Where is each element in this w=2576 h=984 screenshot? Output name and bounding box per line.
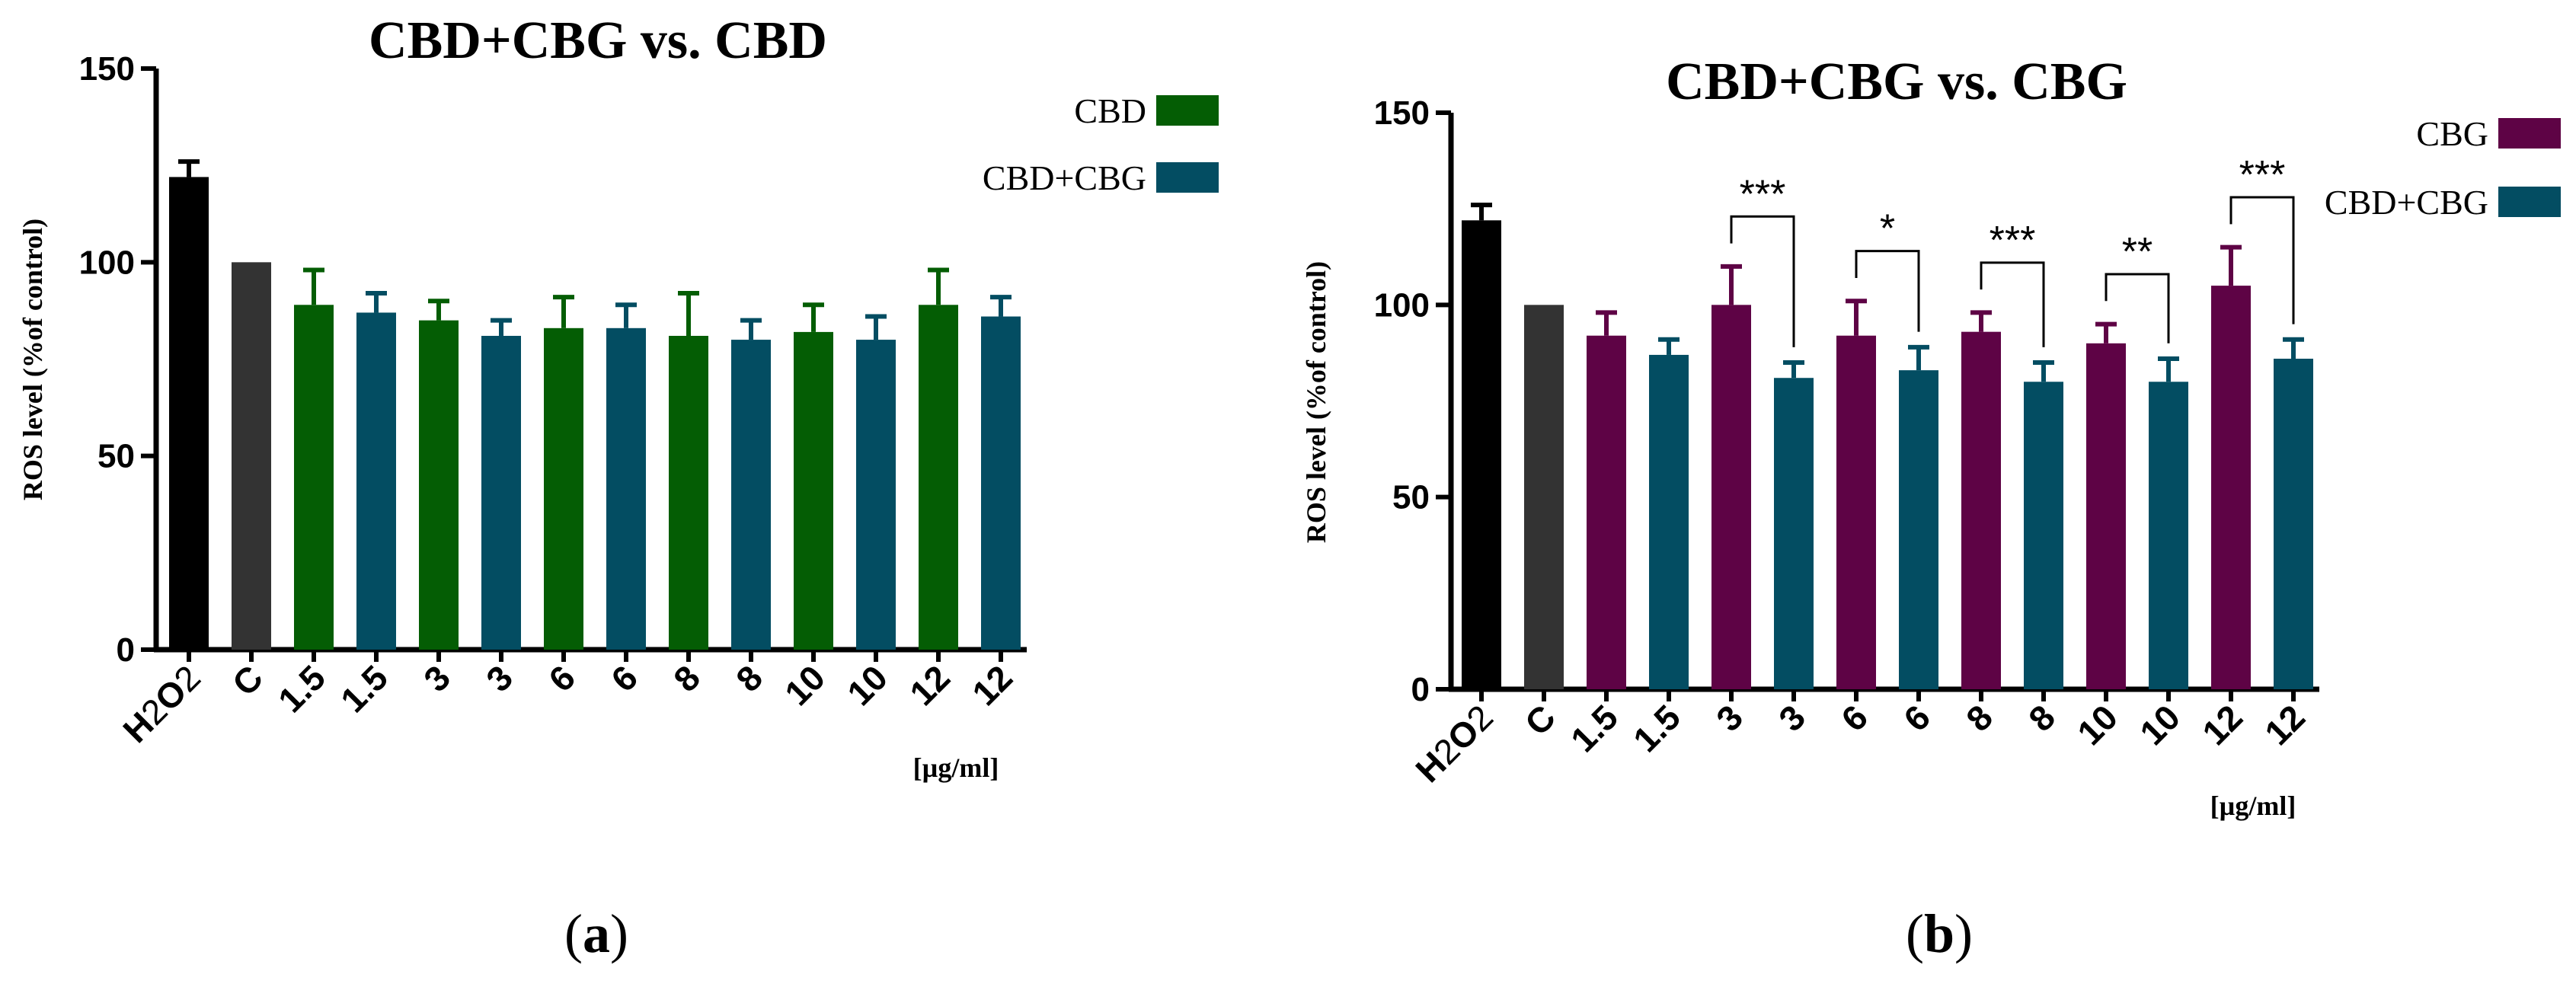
bar-combo (2024, 382, 2063, 689)
bar-combo (356, 312, 396, 650)
x-tick-label: 12 (964, 657, 1020, 713)
x-tick-label: 12 (2257, 697, 2312, 752)
y-tick-label: 0 (117, 631, 135, 669)
significance-label: *** (2239, 153, 2286, 197)
x-tick-label: 6 (603, 657, 645, 699)
significance-label: *** (1740, 172, 1786, 216)
legend-swatch (1156, 95, 1219, 126)
bar-cbg (2086, 343, 2126, 689)
y-tick-label: 150 (79, 50, 135, 88)
chart-panel-b: CBD+CBG vs. CBG ROS level (%of control) 0 5… (1301, 53, 2561, 964)
x-tick-label: 8 (666, 657, 708, 699)
bar-combo (1899, 370, 1938, 689)
y-tick-label: 150 (1374, 94, 1430, 132)
y-axis-label: ROS level (%of control) (1301, 261, 1331, 543)
x-tick-label: 12 (902, 657, 957, 713)
significance-bracket (2105, 273, 2170, 343)
y-tick-label: 50 (97, 438, 135, 475)
bar-cbg (1587, 335, 1626, 689)
bar-h2o2 (169, 177, 209, 650)
x-tick-label: 6 (541, 657, 583, 699)
x-tick-label: 3 (1708, 697, 1750, 739)
significance-label: * (1880, 207, 1895, 251)
x-tick-label: 8 (728, 657, 770, 699)
y-axis-label: ROS level (%of control) (18, 219, 48, 500)
chart-title: CBD+CBG vs. CBD (369, 11, 827, 70)
panel-label: (b) (1906, 903, 1973, 964)
significance-bracket (1980, 261, 2045, 347)
legend-swatch (2498, 118, 2561, 149)
bar-cbg (1961, 331, 2001, 689)
x-tick-label: 10 (2069, 697, 2125, 752)
bar-control (1524, 305, 1564, 689)
bar-cbd (419, 320, 459, 650)
x-tick-label: H2O2 (115, 657, 208, 750)
significance-bracket (1730, 215, 1795, 347)
x-tick-label: 8 (1958, 697, 2000, 739)
legend-label: CBD+CBG (2325, 183, 2488, 222)
x-tick-label: 6 (1896, 697, 1938, 739)
bar-cbd (544, 327, 583, 650)
x-unit-label: [µg/ml] (2210, 791, 2296, 821)
bar-cbd (669, 335, 708, 650)
x-tick-label: 1.5 (270, 657, 333, 720)
significance-label: ** (2122, 230, 2153, 274)
bar-combo (606, 327, 646, 650)
x-tick-label: 3 (478, 657, 520, 699)
bar-combo (1649, 354, 1689, 689)
bar-cbd (794, 331, 833, 650)
x-tick-label: C (1517, 697, 1563, 743)
y-tick-label: 50 (1392, 479, 1430, 516)
y-tick-label: 100 (79, 244, 135, 281)
bar-combo (981, 316, 1021, 650)
bar-h2o2 (1462, 220, 1501, 690)
y-tick-label: 0 (1411, 671, 1430, 708)
chart-panel-a: CBD+CBG vs. CBD ROS level (%of control) 0 5… (18, 11, 1219, 964)
x-tick-label: 8 (2021, 697, 2063, 739)
legend-swatch (1156, 162, 1219, 193)
bar-combo (481, 335, 521, 650)
x-tick-label: 1.5 (333, 657, 395, 720)
significance-label: *** (1990, 219, 2036, 263)
x-tick-label: H2O2 (1408, 697, 1501, 790)
x-unit-label: [µg/ml] (913, 752, 999, 783)
chart-title: CBD+CBG vs. CBG (1666, 53, 2127, 111)
x-tick-label: 6 (1833, 697, 1875, 739)
bar-cbg (1711, 305, 1751, 689)
legend-label: CBD (1074, 91, 1146, 130)
x-tick-label: 3 (1771, 697, 1813, 739)
bar-cbd (919, 305, 958, 650)
significance-bracket (1855, 250, 1920, 332)
x-tick-label: 3 (416, 657, 458, 699)
significance-bracket (2229, 196, 2295, 324)
bar-cbg (2211, 286, 2251, 690)
legend-swatch (2498, 187, 2561, 217)
legend-label: CBG (2416, 114, 2488, 153)
x-tick-label: 10 (2132, 697, 2188, 752)
bar-cbg (1836, 335, 1876, 689)
bar-cbd (294, 305, 334, 650)
panel-label: (a) (564, 903, 628, 964)
bar-combo (2149, 382, 2188, 689)
x-tick-label: 1.5 (1625, 697, 1688, 759)
x-tick-label: C (225, 657, 270, 703)
legend-label: CBD+CBG (983, 158, 1146, 197)
bar-combo (856, 340, 896, 650)
bar-combo (1774, 378, 1814, 689)
y-tick-label: 100 (1374, 286, 1430, 324)
bar-combo (731, 340, 771, 650)
bar-combo (2274, 358, 2313, 689)
x-tick-label: 1.5 (1563, 697, 1625, 759)
x-tick-label: 12 (2194, 697, 2250, 752)
x-tick-label: 10 (839, 657, 895, 713)
x-tick-label: 10 (777, 657, 833, 713)
bar-control (232, 262, 271, 650)
